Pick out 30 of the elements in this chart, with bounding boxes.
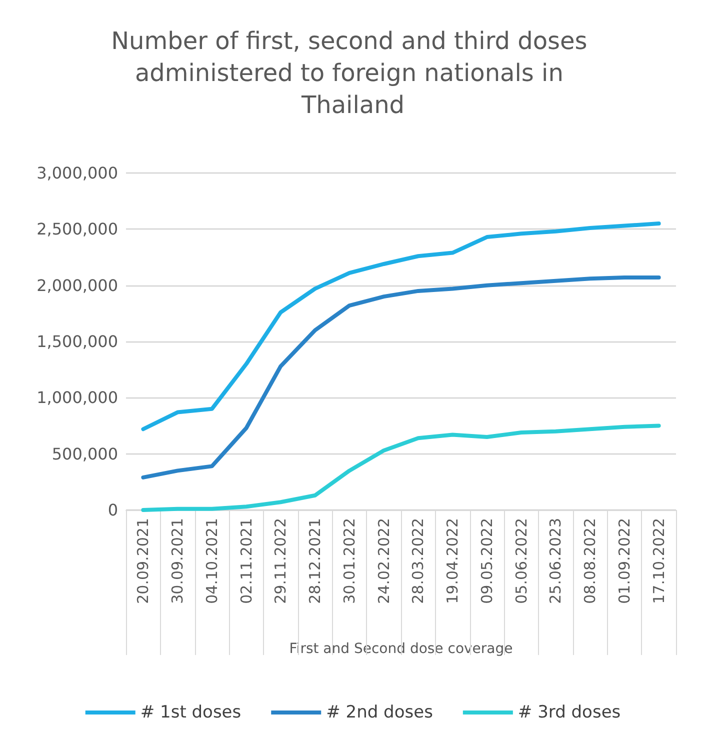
x-tick-label: 28.03.2022: [409, 518, 428, 604]
x-tick-label: 30.01.2022: [340, 518, 358, 604]
y-tick-label: 2,500,000: [36, 220, 118, 239]
x-tick-label: 08.08.2022: [581, 518, 600, 604]
x-tick-label: 29.11.2022: [272, 518, 290, 604]
y-tick-label: 500,000: [52, 444, 118, 464]
legend-label: # 3rd doses: [518, 702, 621, 722]
y-tick-label: 0: [108, 500, 118, 520]
x-tick-label: 04.10.2021: [202, 518, 221, 604]
x-tick-label: 01.09.2022: [615, 518, 634, 604]
line-series: [141, 275, 661, 480]
x-tick-label: 20.09.2021: [134, 518, 152, 604]
x-tick-label: 25.06.2023: [546, 518, 565, 604]
x-tick-label: 30.09.2021: [168, 518, 187, 604]
x-tick-label: 05.06.2022: [512, 518, 530, 604]
y-tick-label: 2,000,000: [36, 276, 118, 295]
x-tick-label: 02.11.2021: [237, 518, 256, 604]
y-tick-label: 3,000,000: [36, 164, 118, 182]
x-tick-label: 24.02.2022: [374, 518, 393, 604]
x-tick-label: 19.04.2022: [444, 518, 462, 604]
line-series: [141, 424, 661, 512]
chart-title: Number of first, second and third doses administered to foreign nationals in Thailand: [111, 27, 595, 119]
legend-label: # 1st doses: [140, 702, 242, 722]
x-tick-label: 09.05.2022: [478, 518, 496, 604]
x-tick-label: 28.12.2021: [306, 518, 324, 604]
y-tick-label: 1,000,000: [36, 388, 118, 408]
legend-label: # 2nd doses: [326, 702, 434, 722]
line-series: [141, 222, 661, 432]
y-tick-label: 1,500,000: [36, 332, 118, 351]
x-tick-label: 17.10.2022: [650, 518, 668, 604]
